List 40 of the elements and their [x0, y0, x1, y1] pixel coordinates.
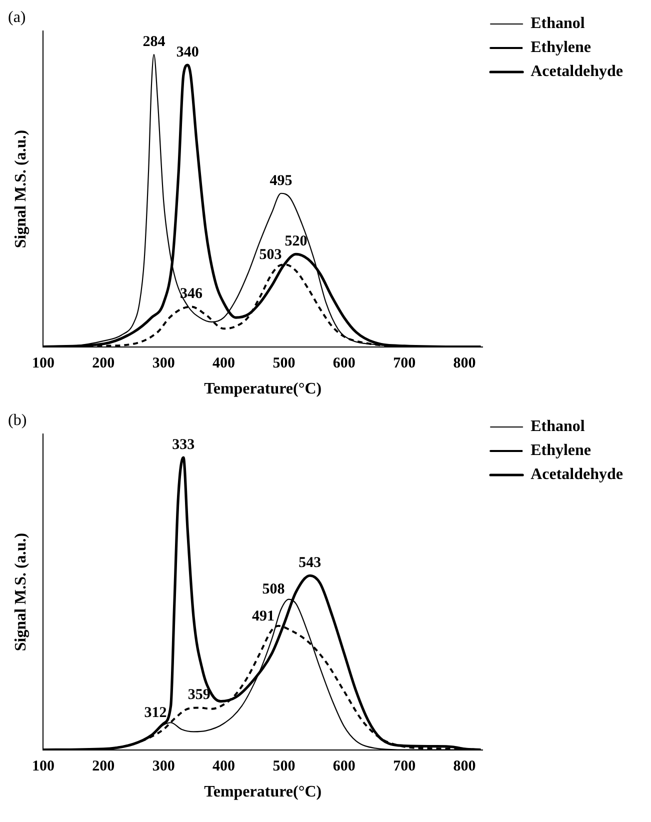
x-tick-label: 100 — [32, 758, 54, 775]
x-tick-label: 400 — [212, 758, 236, 775]
legend-label: Ethylene — [530, 442, 592, 460]
x-tick-label: 500 — [272, 758, 296, 775]
annotation: 312 — [144, 705, 167, 721]
annotation: 284 — [142, 34, 166, 50]
x-tick-label: 300 — [152, 356, 175, 372]
legend-label: Ethylene — [530, 39, 592, 56]
legend-label: Ethanol — [530, 418, 586, 436]
annotation: 503 — [259, 247, 282, 264]
x-tick-label: 700 — [393, 758, 416, 775]
legend-label: Acetaldehyde — [530, 63, 624, 80]
x-tick-label: 100 — [32, 356, 54, 372]
chart-title: (a) — [8, 8, 26, 26]
annotation: 495 — [270, 172, 292, 189]
x-tick-label: 600 — [332, 758, 356, 775]
annotation: 491 — [252, 608, 275, 624]
x-tick-label: 400 — [212, 356, 236, 372]
x-tick-label: 700 — [393, 356, 416, 372]
x-tick-label: 800 — [453, 356, 476, 372]
x-tick-label: 500 — [272, 356, 296, 372]
legend-label: Ethanol — [530, 15, 586, 32]
y-axis-title: Signal M.S. (a.u.) — [12, 130, 30, 248]
annotation: 520 — [284, 234, 308, 250]
x-tick-label: 600 — [332, 356, 356, 372]
annotation: 359 — [188, 687, 210, 704]
x-tick-label: 200 — [92, 758, 115, 775]
x-tick-label: 800 — [453, 758, 476, 775]
x-tick-label: 200 — [92, 356, 115, 372]
annotation: 346 — [180, 286, 204, 302]
annotation: 543 — [298, 555, 322, 572]
x-axis-title: Temperature(°C) — [204, 380, 322, 398]
annotation: 340 — [176, 44, 199, 60]
x-tick-label: 300 — [152, 758, 175, 775]
annotation: 508 — [262, 582, 285, 598]
x-axis-title: Temperature(°C) — [204, 784, 322, 801]
y-axis-title: Signal M.S. (a.u.) — [12, 532, 30, 652]
chart-title: (b) — [8, 412, 27, 429]
legend-label: Acetaldehyde — [530, 466, 624, 484]
annotation: 333 — [172, 436, 195, 453]
